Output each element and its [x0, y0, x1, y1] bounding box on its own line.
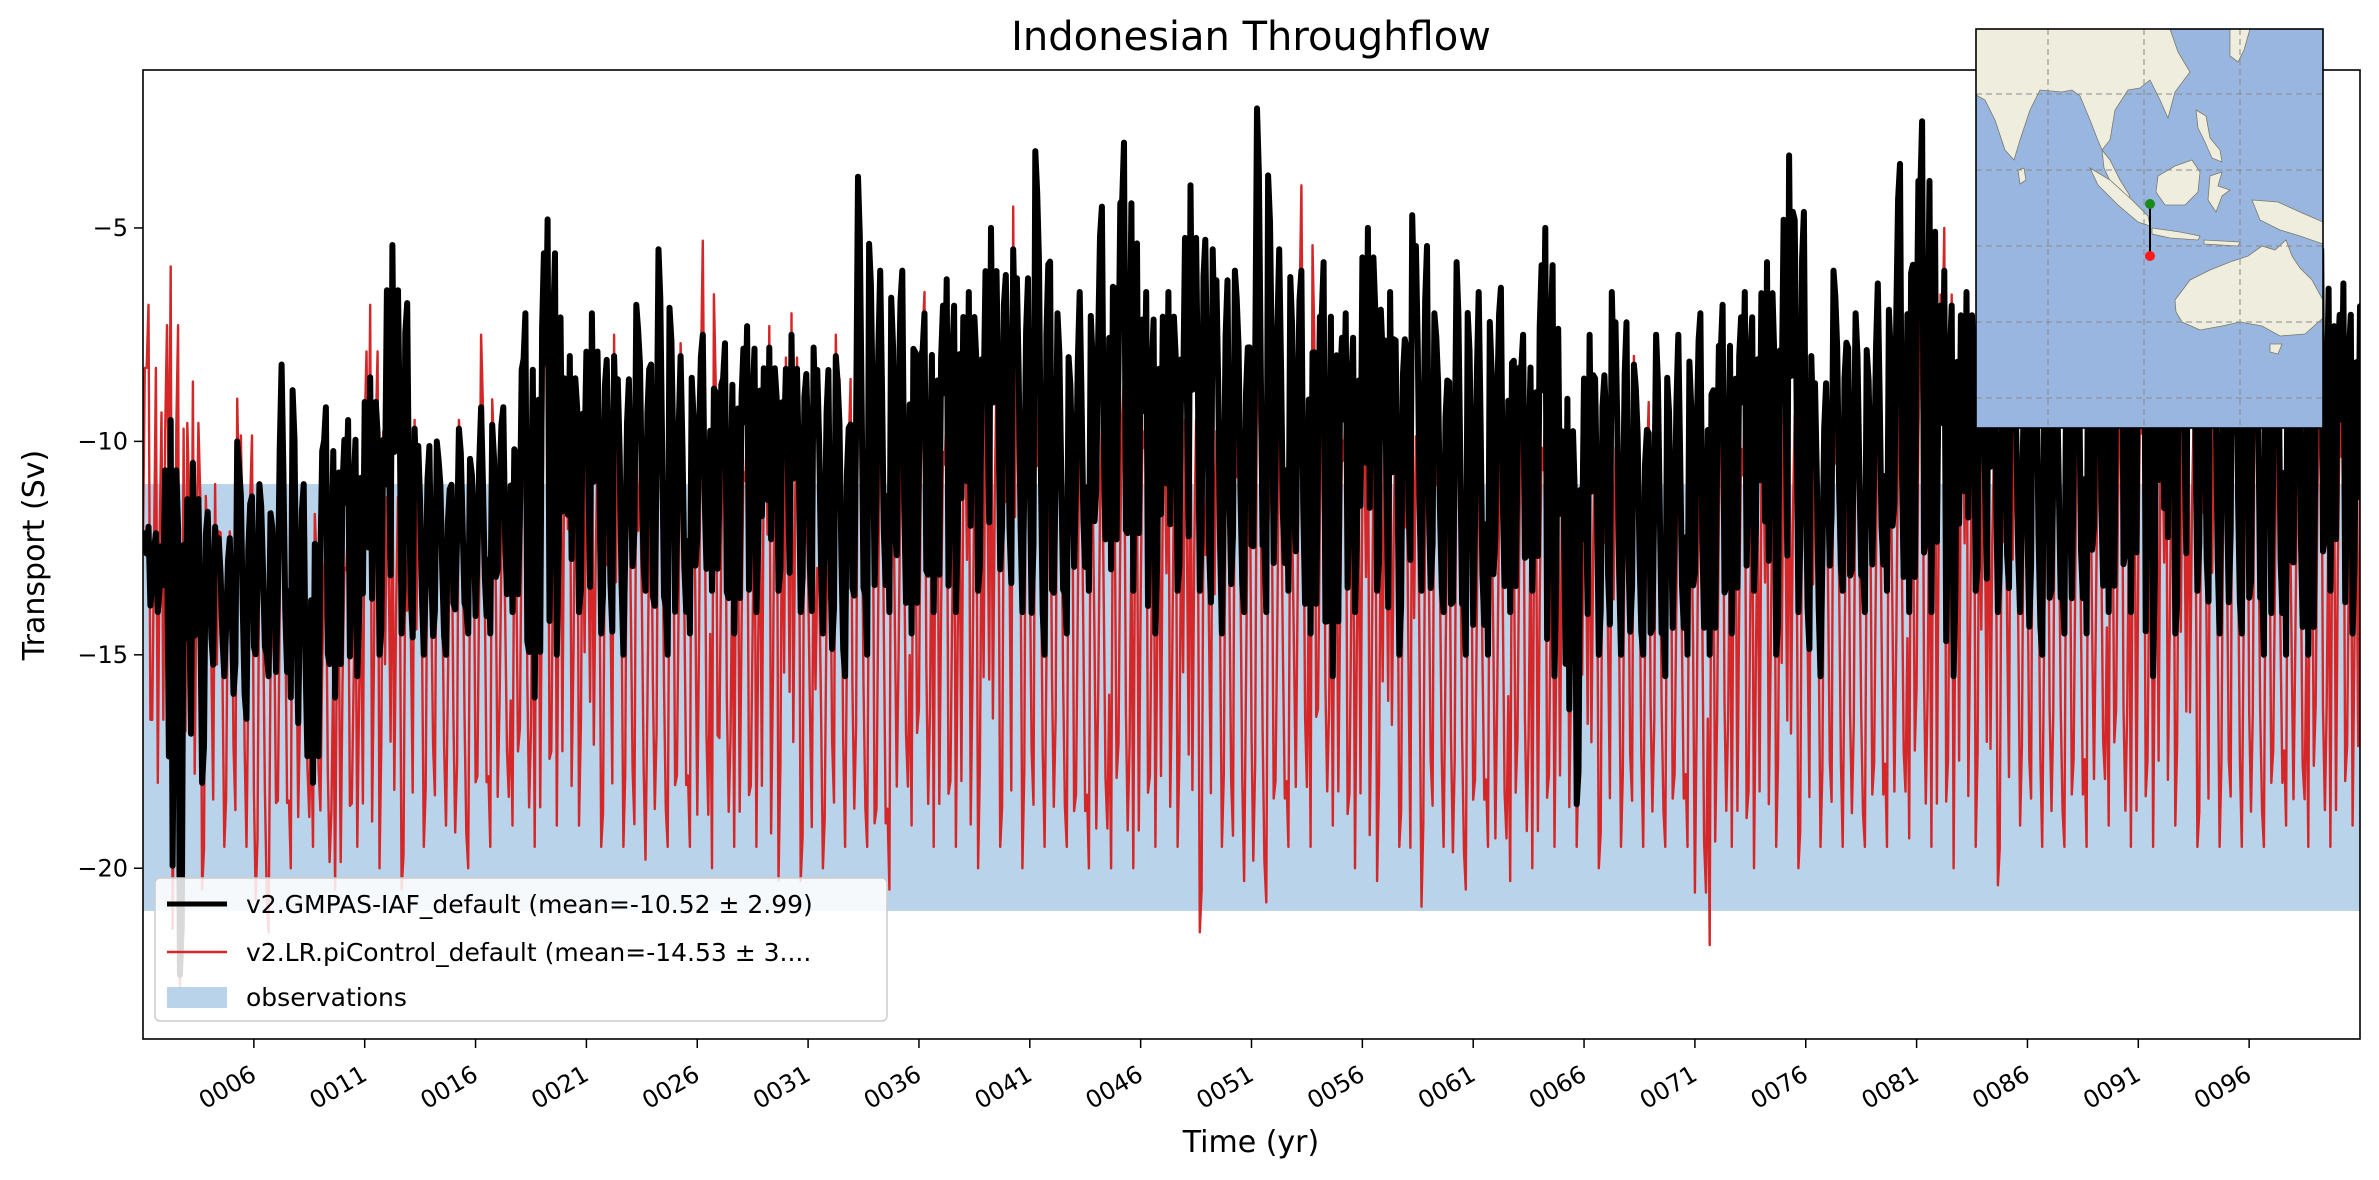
inset-section-start	[2145, 199, 2155, 209]
legend-box	[154, 877, 888, 1022]
x-tick-label: 0096	[2189, 1060, 2256, 1115]
x-tick-label: 0006	[194, 1060, 261, 1115]
series-layer	[143, 105, 2360, 989]
x-axis: 0006 0011 0016 0021 0026 0031 0036 0041 0046 0051…	[194, 1039, 2256, 1115]
x-tick-label: 0026	[637, 1060, 704, 1115]
x-tick-label: 0086	[1968, 1060, 2035, 1115]
legend-label-picontrol: v2.LR.piControl_default (mean=-14.53 ± 3…	[246, 938, 811, 967]
legend: v2.GMPAS-IAF_default (mean=-10.52 ± 2.99…	[154, 877, 888, 1022]
x-tick-label: 0056	[1302, 1060, 1369, 1115]
x-tick-label: 0071	[1635, 1060, 1702, 1115]
y-tick-label: −10	[77, 427, 128, 455]
x-tick-label: 0051	[1192, 1060, 1259, 1115]
x-tick-label: 0091	[2078, 1060, 2145, 1115]
x-tick-label: 0016	[416, 1060, 483, 1115]
y-tick-label: −15	[77, 641, 128, 669]
legend-swatch-observations	[167, 987, 227, 1008]
y-axis-label: Transport (Sv)	[17, 450, 52, 662]
chart-title: Indonesian Throughflow	[1011, 14, 1491, 60]
x-tick-label: 0076	[1746, 1060, 1813, 1115]
y-axis: −20 −15 −10 −5	[77, 214, 143, 882]
legend-label-gmpas: v2.GMPAS-IAF_default (mean=-10.52 ± 2.99…	[246, 890, 813, 919]
inset-land-tasmania	[2269, 343, 2283, 355]
inset-land-srilanka	[2017, 167, 2027, 185]
inset-frame	[1975, 28, 2324, 429]
x-tick-label: 0011	[305, 1060, 372, 1115]
x-tick-label: 0046	[1081, 1060, 1148, 1115]
inset-map	[1975, 28, 2324, 429]
inset-land-philippines	[2195, 109, 2223, 163]
y-tick-label: −20	[77, 854, 128, 882]
inset-land-newguinea	[2251, 199, 2323, 245]
y-tick-label: −5	[93, 214, 128, 242]
inset-land-java	[2151, 227, 2201, 241]
inset-land-australia	[2174, 239, 2323, 337]
legend-label-observations: observations	[246, 983, 407, 1012]
inset-land-asia	[1976, 29, 2191, 161]
x-tick-label: 0036	[859, 1060, 926, 1115]
inset-land-japan	[2229, 29, 2251, 63]
x-tick-label: 0081	[1857, 1060, 1924, 1115]
series-line-v2.GMPAS-IAF_default	[143, 105, 2360, 978]
x-axis-label: Time (yr)	[1182, 1125, 1319, 1160]
x-tick-label: 0041	[970, 1060, 1037, 1115]
x-tick-label: 0066	[1524, 1060, 1591, 1115]
inset-land-borneo	[2155, 159, 2201, 206]
inset-section-end	[2145, 251, 2155, 261]
x-tick-label: 0061	[1413, 1060, 1480, 1115]
x-tick-label: 0021	[527, 1060, 594, 1115]
inset-land-sulawesi	[2207, 171, 2231, 213]
x-tick-label: 0031	[748, 1060, 815, 1115]
